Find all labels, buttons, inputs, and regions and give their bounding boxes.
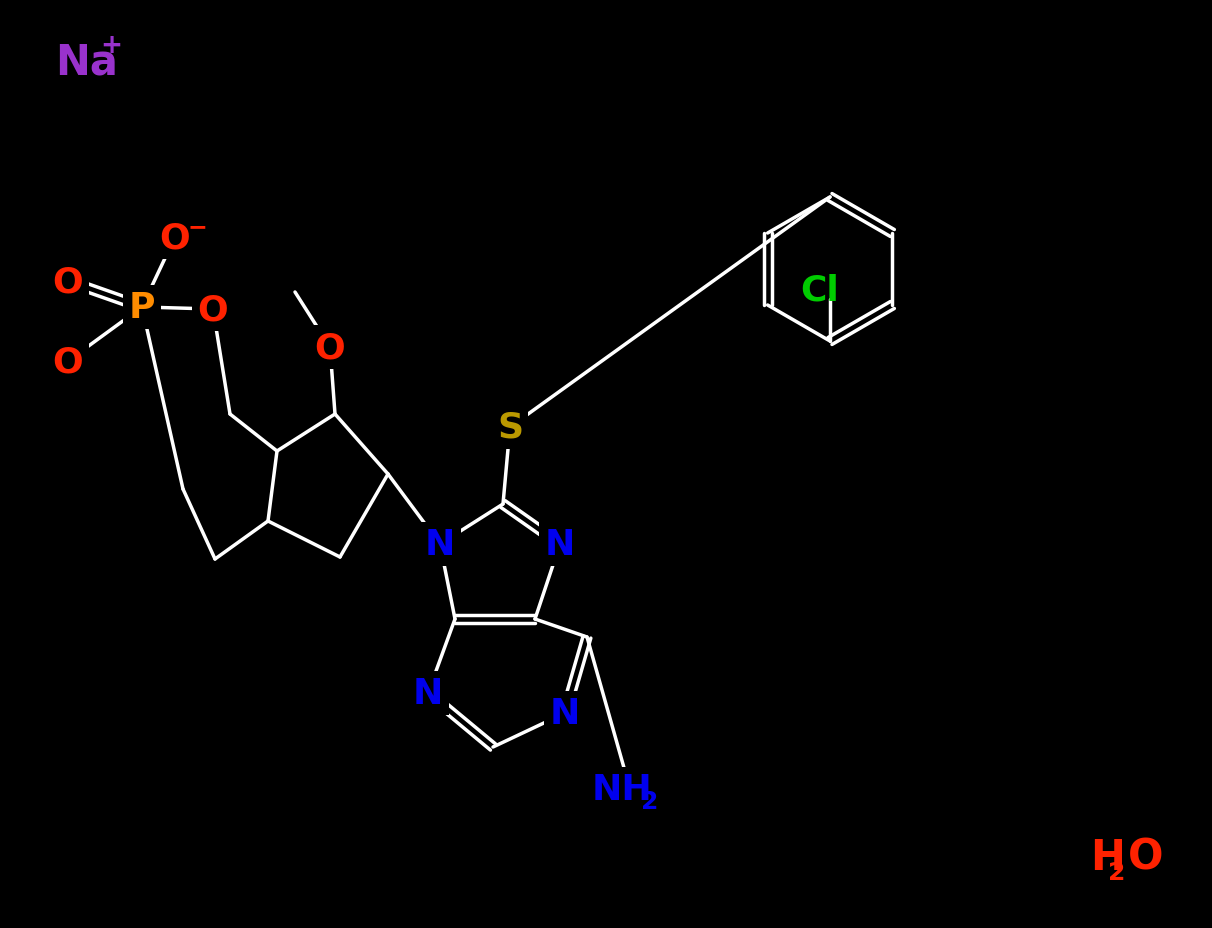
Text: N: N (425, 527, 456, 561)
Text: 2: 2 (641, 789, 658, 813)
Text: H: H (1090, 836, 1125, 878)
Text: O: O (160, 221, 190, 254)
Text: O: O (52, 264, 84, 299)
Text: Cl: Cl (801, 273, 840, 306)
Text: O: O (1128, 836, 1164, 878)
Text: S: S (497, 410, 524, 445)
Text: N: N (550, 696, 581, 730)
Text: O: O (198, 292, 228, 327)
Text: O: O (315, 330, 345, 365)
Text: P: P (128, 290, 155, 325)
Text: −: − (187, 214, 207, 238)
Text: +: + (101, 33, 122, 59)
Text: NH: NH (591, 772, 652, 806)
Text: O: O (52, 344, 84, 379)
Text: N: N (413, 677, 444, 710)
Text: N: N (545, 527, 576, 561)
Text: 2: 2 (1108, 860, 1126, 884)
Text: Na: Na (55, 41, 118, 83)
